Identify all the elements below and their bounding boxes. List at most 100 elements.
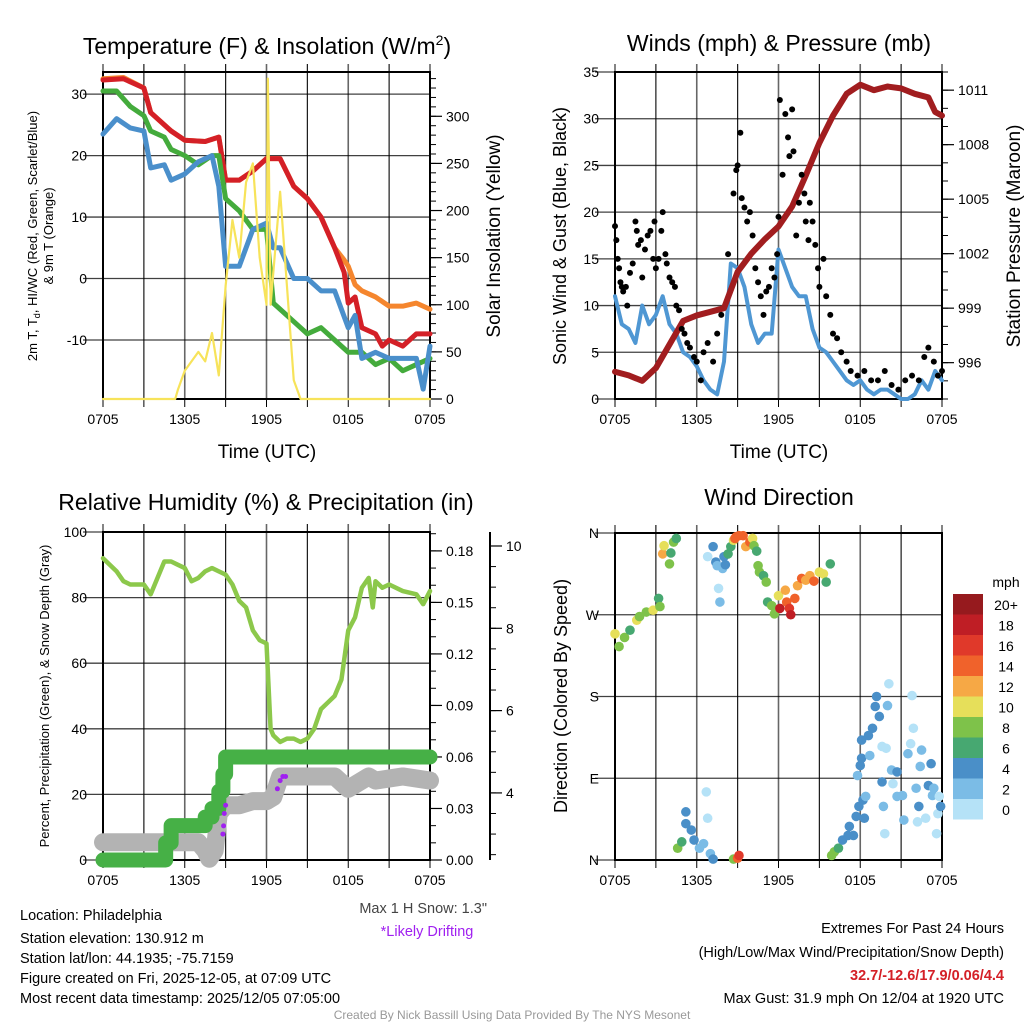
x-tick-label: 0705 (414, 872, 445, 888)
gust-point (663, 260, 670, 267)
gust-point (749, 232, 756, 239)
right-tick-label: 1011 (958, 82, 988, 98)
wind-direction-point (734, 850, 744, 861)
wind-direction-point (676, 837, 687, 847)
winds-panel-title: Winds (mph) & Pressure (mb) (627, 30, 931, 56)
gust-point (786, 153, 793, 160)
x-tick-label: 1305 (681, 872, 712, 888)
gust-point (760, 311, 767, 318)
panel-2-axes: 0 20 40 60 80 100 0705 1305 1905 0105 0705 (64, 524, 446, 888)
gust-point (895, 386, 902, 393)
right-tick-label: 50 (446, 344, 462, 360)
gust-point (650, 255, 657, 262)
gust-point (798, 171, 805, 178)
right-tick-label: 996 (958, 355, 982, 371)
wind-direction-point (871, 691, 882, 702)
gust-point (915, 377, 922, 384)
wind-direction-point (625, 625, 635, 635)
gust-point (765, 283, 772, 290)
precipitation-line (95, 749, 438, 868)
wind-direction-point (686, 825, 697, 835)
wind-direction-point (681, 818, 691, 829)
likely-drifting-point (223, 802, 229, 808)
colorbar-swatch (953, 717, 983, 738)
gust-point (793, 232, 800, 239)
likely-drifting-point (221, 823, 227, 829)
y-tick-label: 25 (583, 157, 599, 173)
right-tick-label: 6 (506, 703, 514, 719)
wind-direction-point (701, 787, 712, 797)
wind-direction-point (775, 603, 785, 614)
x-tick-label: 0105 (845, 872, 876, 888)
gust-point (616, 265, 623, 272)
gust-point (738, 195, 745, 202)
wind-direction-point (738, 530, 748, 541)
wind-direction-point (610, 629, 620, 639)
y-tick-label: 20 (71, 786, 87, 802)
gust-point (909, 372, 916, 379)
wind-direction-point (856, 753, 867, 764)
gust-point (659, 209, 666, 216)
wind-direction-point (860, 791, 871, 802)
x-tick-label: 0105 (845, 411, 876, 427)
right-tick-label: 1005 (958, 191, 989, 207)
gust-point (725, 251, 732, 258)
wind-direction-point (926, 758, 936, 769)
plot-frame (102, 71, 431, 400)
colorbar-label: 4 (1002, 761, 1010, 777)
y-tick-label: 20 (71, 148, 87, 164)
gust-point (925, 344, 932, 351)
right-tick-label: 100 (446, 297, 470, 313)
gust-point (635, 241, 642, 248)
gust-point (676, 307, 683, 314)
gust-point (704, 339, 711, 346)
right-tick-label: 150 (446, 250, 470, 266)
y-tick-label: -10 (67, 332, 87, 348)
wind-direction-point (864, 750, 875, 761)
gust-point (805, 237, 812, 244)
gust-point (934, 372, 941, 379)
colorbar-swatch (953, 799, 983, 820)
gust-point (861, 367, 868, 374)
likely-drifting-point-group (220, 773, 289, 837)
gust-point (827, 311, 834, 318)
gust-point (902, 377, 909, 384)
gust-point (868, 377, 875, 384)
y-tick-label: N (589, 852, 599, 868)
x-tick-label: 1905 (763, 411, 794, 427)
gust-point (843, 358, 850, 365)
x-tick-label: 1905 (251, 411, 282, 427)
gust-point (658, 227, 665, 234)
gust-point (874, 377, 881, 384)
wind-direction-point (856, 735, 867, 745)
colorbar-swatch (953, 758, 983, 779)
gust-point (612, 223, 618, 230)
wind-direction-point (708, 541, 718, 552)
wind-direction-point (720, 559, 731, 570)
gust-point (678, 325, 685, 332)
wind-direction-point (892, 767, 902, 777)
temperature-ylabel-line1: 2m T, Td, HI/WC (Red, Green, Scarlet/Blu… (25, 111, 42, 361)
gust-point (633, 227, 640, 234)
right-tick-label: 1002 (958, 246, 989, 262)
right-tick-label: 0 (446, 391, 454, 407)
x-tick-label: 1305 (169, 411, 200, 427)
gust-point (693, 358, 700, 365)
gust-point (626, 269, 633, 276)
wind-direction-point (713, 583, 724, 594)
wind-direction-point (614, 641, 624, 652)
gust-point (714, 330, 721, 337)
gust-point (854, 372, 861, 379)
wind-direction-point (912, 817, 923, 827)
relative-humidity-line (100, 555, 433, 745)
y-tick-label: S (590, 689, 599, 705)
wind-direction-point (708, 854, 718, 864)
gust-point (755, 279, 762, 286)
gust-point (637, 237, 644, 244)
wind-direction-point (659, 540, 669, 551)
right-tick-label: 10 (506, 538, 522, 554)
colorbar-swatch (953, 778, 983, 799)
right-tick-label: 300 (446, 108, 470, 124)
max-gust-text: Max Gust: 31.9 mph On 12/04 at 1920 UTC (724, 991, 1004, 1007)
colorbar-label: 14 (998, 659, 1014, 675)
